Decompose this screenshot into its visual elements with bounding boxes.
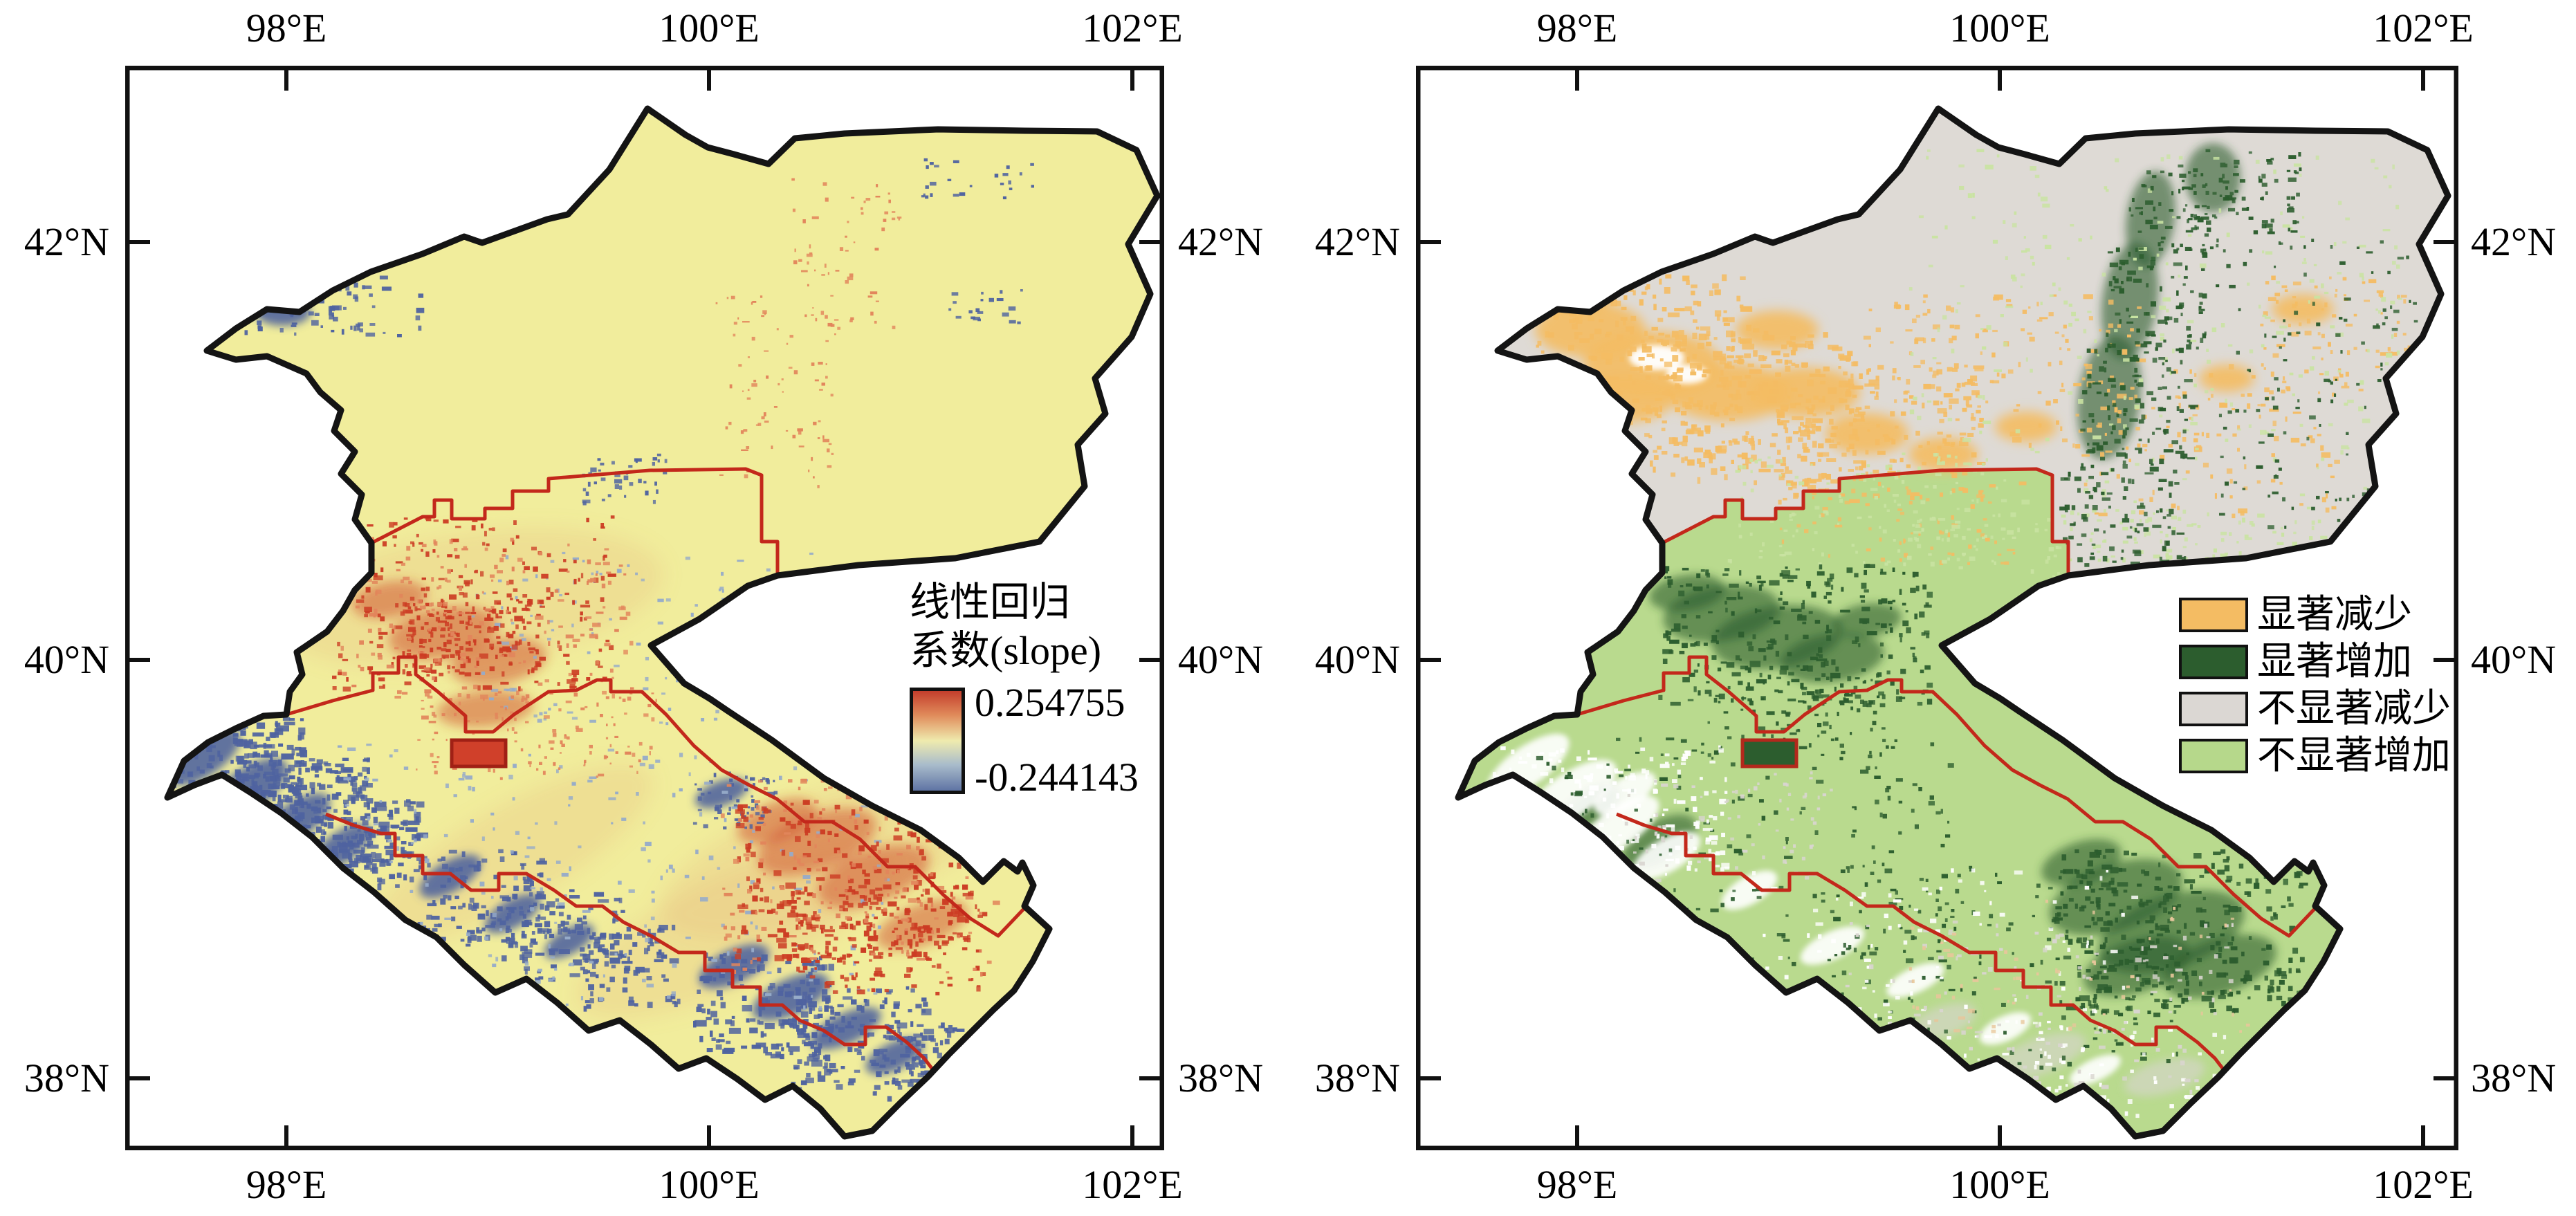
legend-item: 不显著增加: [2179, 735, 2451, 777]
x-tick-label-bottom: 98°E: [1536, 1162, 1618, 1207]
y-tick-label-left: 40°N: [24, 637, 109, 682]
legend-swatch: [2179, 645, 2248, 679]
y-tick-label-left: 38°N: [24, 1056, 109, 1100]
legend-label: 不显著减少: [2257, 688, 2451, 730]
x-tick-label-top: 102°E: [2373, 6, 2474, 50]
slope-colorbar: [910, 688, 965, 794]
y-tick-label-left: 42°N: [24, 219, 109, 264]
x-tick-label-top: 98°E: [1536, 6, 1618, 50]
slope-legend-title-line2: 系数(slope): [910, 628, 1102, 673]
map-frame: [125, 66, 1164, 1150]
legend-item: 不显著减少: [2179, 688, 2451, 730]
map-frame: [1416, 66, 2458, 1150]
x-tick-label-top: 98°E: [246, 6, 327, 50]
legend-label: 显著增加: [2257, 641, 2412, 683]
x-tick-label-top: 100°E: [659, 6, 760, 50]
legend-swatch: [2179, 739, 2248, 773]
basin-outline: [1455, 105, 2451, 1140]
city-landmark: [450, 738, 508, 768]
slope-map: [125, 66, 1164, 1150]
middle-lower-boundary: [286, 655, 1026, 938]
significance-legend: 显著减少显著增加不显著减少不显著增加: [2179, 593, 2451, 786]
basin-outline: [164, 105, 1161, 1140]
city-landmark: [1740, 738, 1798, 768]
y-tick-label-left: 40°N: [1314, 637, 1400, 682]
upper-middle-boundary: [1661, 467, 2070, 574]
reach-boundaries: [286, 467, 1026, 1071]
x-tick-label-top: 100°E: [1949, 6, 2050, 50]
x-tick-label-bottom: 102°E: [2373, 1162, 2474, 1207]
y-tick-label-left: 38°N: [1314, 1056, 1400, 1100]
legend-swatch: [2179, 598, 2248, 632]
slope-legend: 线性回归 系数(slope) 0.254755 -0.244143: [910, 578, 1159, 798]
slope-legend-title-line1: 线性回归: [910, 580, 1071, 625]
y-tick-label-right: 40°N: [1178, 637, 1264, 682]
slope-colorbar-max-label: 0.254755: [975, 680, 1125, 725]
x-tick-label-bottom: 98°E: [246, 1162, 327, 1207]
slope-colorbar-min-label: -0.244143: [975, 755, 1139, 800]
y-tick-label-right: 42°N: [1178, 219, 1264, 264]
legend-item: 显著增加: [2179, 641, 2451, 683]
y-tick-label-right: 40°N: [2471, 637, 2557, 682]
legend-label: 不显著增加: [2257, 735, 2451, 777]
sig-map-art: [1455, 105, 2451, 1140]
x-tick-label-bottom: 102°E: [1082, 1162, 1183, 1207]
south-band-boundary: [1616, 812, 2225, 1071]
y-tick-label-right: 42°N: [2471, 219, 2557, 264]
legend-swatch: [2179, 692, 2248, 726]
legend-label: 显著减少: [2257, 593, 2412, 636]
y-tick-label-left: 42°N: [1314, 219, 1400, 264]
reach-boundaries: [1576, 467, 2317, 1071]
south-band-boundary: [325, 812, 935, 1071]
x-tick-label-bottom: 100°E: [659, 1162, 760, 1207]
upper-middle-boundary: [370, 467, 780, 574]
legend-item: 显著减少: [2179, 593, 2451, 636]
x-tick-label-bottom: 100°E: [1949, 1162, 2050, 1207]
middle-lower-boundary: [1576, 655, 2317, 938]
y-tick-label-right: 38°N: [1178, 1056, 1264, 1100]
x-tick-label-top: 102°E: [1082, 6, 1183, 50]
y-tick-label-right: 38°N: [2471, 1056, 2557, 1100]
significance-map: [1416, 66, 2458, 1150]
